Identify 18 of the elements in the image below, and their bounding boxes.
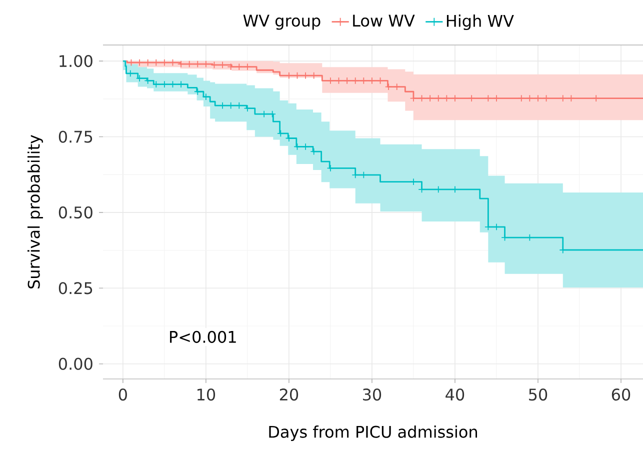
y-tick-label: 0.50 [58,206,92,218]
x-tick-label: 60 [612,388,630,401]
y-axis-title: Survival probability [28,134,43,288]
y-tick-label: 0.00 [58,358,92,370]
x-tick-label: 20 [280,388,298,401]
y-tick-label: 0.75 [58,130,92,143]
legend-label: High WV [446,14,514,30]
y-tick-label: 0.25 [58,282,92,294]
x-tick-label: 30 [363,388,382,401]
legend-label: Low WV [353,14,415,27]
x-tick-label: 40 [446,388,464,401]
x-tick-label: 10 [198,388,216,401]
y-tick-label: 1.00 [60,54,92,68]
annotation: P<0.001 [170,330,236,343]
x-tick-label: 0 [118,388,127,401]
x-axis-title: Days from PICU admission [269,425,477,441]
x-tick-label: 50 [529,388,548,401]
legend-title: WV group [243,14,320,30]
